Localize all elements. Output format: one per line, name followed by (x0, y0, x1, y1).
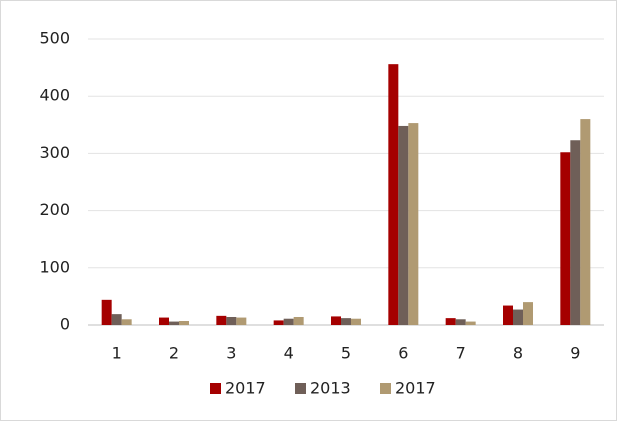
x-tick-label: 4 (284, 344, 294, 363)
y-tick-label: 400 (39, 86, 70, 105)
bar (503, 305, 513, 325)
bar (398, 125, 409, 325)
bar (523, 302, 533, 325)
x-tick-label: 2 (169, 344, 179, 363)
bar (455, 319, 466, 325)
bar (179, 320, 189, 325)
bar (445, 318, 456, 325)
bar (169, 321, 179, 325)
bar (111, 314, 122, 325)
x-tick-label: 1 (112, 344, 122, 363)
bar (101, 299, 112, 325)
bar (216, 315, 227, 325)
bar (513, 309, 523, 325)
bar (388, 64, 399, 325)
bar (283, 318, 294, 325)
legend-label: 2013 (310, 379, 351, 398)
x-tick-label: 3 (226, 344, 236, 363)
y-tick-label: 500 (39, 29, 70, 48)
bar (408, 123, 419, 325)
x-tick-label: 6 (398, 344, 408, 363)
legend-label: 2017 (395, 379, 436, 398)
bar (159, 317, 169, 325)
bar (341, 318, 351, 325)
y-tick-label: 300 (39, 143, 70, 162)
bar (226, 316, 237, 325)
legend-swatch (210, 383, 221, 394)
bar (331, 316, 341, 325)
bar (560, 152, 571, 325)
y-tick-label: 100 (39, 257, 70, 276)
bar (570, 140, 581, 325)
y-tick-label: 0 (60, 315, 70, 334)
legend-label: 2017 (225, 379, 266, 398)
legend-swatch (295, 383, 306, 394)
bar (465, 321, 476, 325)
bar (236, 317, 247, 325)
legend-swatch (380, 383, 391, 394)
bar (351, 318, 361, 325)
x-tick-label: 9 (570, 344, 580, 363)
bar (273, 320, 284, 325)
y-tick-label: 200 (39, 200, 70, 219)
x-tick-label: 8 (513, 344, 523, 363)
x-tick-label: 7 (456, 344, 466, 363)
bar (121, 319, 132, 325)
bar (580, 119, 591, 325)
x-tick-label: 5 (341, 344, 351, 363)
bar (293, 316, 304, 325)
